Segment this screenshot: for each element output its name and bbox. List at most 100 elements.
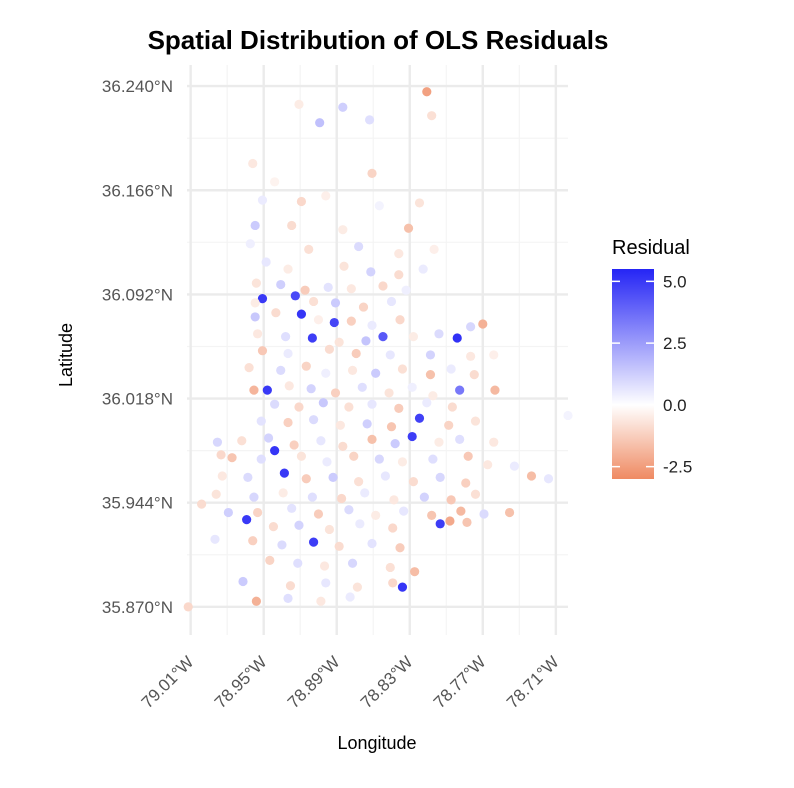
residual-point [251, 596, 261, 606]
residual-point [301, 361, 311, 371]
residual-point [323, 282, 333, 292]
residual-point [293, 558, 303, 568]
residual-point [354, 476, 364, 487]
residual-point [425, 350, 436, 360]
residual-point [367, 168, 377, 178]
x-tick-label: 79.01°W [138, 652, 198, 712]
residual-point [248, 536, 258, 546]
residual-point [329, 317, 339, 328]
residual-point [418, 264, 428, 274]
residual-point [478, 319, 488, 329]
residual-point [270, 446, 280, 456]
residual-point [347, 365, 358, 376]
residual-point [399, 506, 409, 516]
residual-point [455, 385, 465, 395]
residual-point [371, 510, 381, 520]
residual-point [362, 419, 372, 429]
residual-point [249, 492, 259, 502]
residual-point [316, 436, 326, 446]
residual-point [319, 561, 330, 571]
residual-point [253, 329, 263, 339]
residual-point [262, 385, 272, 395]
residual-point [446, 364, 456, 374]
residual-point [271, 308, 281, 318]
residual-point [428, 391, 438, 401]
residual-point [183, 602, 193, 612]
x-axis-ticks: 79.01°W 78.95°W 78.89°W 78.83°W 78.77°W 78.71… [138, 652, 563, 712]
residual-point [257, 195, 268, 205]
residual-point [296, 309, 307, 319]
residual-point [283, 417, 293, 428]
residual-point [407, 431, 417, 442]
residual-point [321, 191, 331, 201]
residual-point [223, 507, 233, 518]
residual-point [504, 507, 515, 518]
residual-point [428, 454, 438, 464]
y-tick-label: 36.018°N [102, 390, 173, 409]
residual-point [318, 398, 328, 408]
residual-point [284, 381, 294, 391]
residual-point [374, 454, 384, 464]
residual-point [388, 523, 398, 533]
residual-point [287, 220, 297, 231]
residual-point [401, 285, 411, 295]
residual-point [435, 472, 445, 482]
residual-point [285, 581, 296, 591]
residual-point [407, 382, 417, 392]
residual-point [334, 337, 344, 347]
residual-point [462, 517, 472, 528]
legend-tick-label: 2.5 [663, 334, 687, 353]
residual-point [346, 316, 356, 326]
residual-point [374, 201, 384, 211]
chart-title: Spatial Distribution of OLS Residuals [148, 25, 609, 55]
residual-point [283, 348, 293, 359]
residual-point [296, 196, 307, 207]
residual-point [245, 239, 255, 249]
residual-point [378, 332, 388, 342]
residual-point [321, 368, 331, 378]
residual-point [461, 478, 471, 488]
residual-point [296, 451, 307, 461]
residual-point [563, 410, 573, 421]
residual-point [347, 558, 358, 568]
residual-point [338, 441, 348, 452]
residual-point [422, 87, 432, 97]
residual-point [390, 438, 400, 449]
residual-point [463, 451, 473, 461]
residual-point [367, 320, 377, 330]
residual-point [470, 416, 481, 426]
residual-point [360, 488, 370, 498]
residual-point [276, 279, 286, 290]
residual-point [434, 437, 444, 447]
x-tick-label: 78.89°W [284, 652, 344, 712]
residual-point [334, 541, 344, 551]
residual-point [313, 315, 324, 325]
residual-point [403, 223, 414, 233]
residual-point [490, 385, 500, 395]
residual-point [336, 493, 347, 504]
residual-point [324, 524, 335, 535]
residual-point [466, 322, 476, 332]
residual-point [358, 302, 369, 312]
residual-point [349, 451, 359, 461]
y-tick-label: 35.944°N [102, 494, 173, 513]
residual-point [425, 370, 436, 380]
residual-point [212, 437, 223, 447]
residual-point [422, 398, 432, 408]
residual-point [386, 296, 397, 307]
residual-point [483, 460, 493, 470]
residual-point [489, 437, 499, 447]
residual-point [429, 244, 439, 254]
residual-point [328, 472, 338, 482]
residual-point [434, 329, 444, 339]
x-tick-label: 78.77°W [430, 652, 490, 712]
residual-point [270, 399, 280, 409]
residual-point [394, 270, 404, 280]
residual-point [408, 332, 419, 342]
legend-tick-label: 5.0 [663, 272, 687, 291]
residual-point [197, 499, 207, 509]
residual-point [394, 403, 404, 414]
residual-point [427, 111, 437, 121]
residual-point [253, 507, 263, 518]
residual-point [277, 540, 287, 550]
